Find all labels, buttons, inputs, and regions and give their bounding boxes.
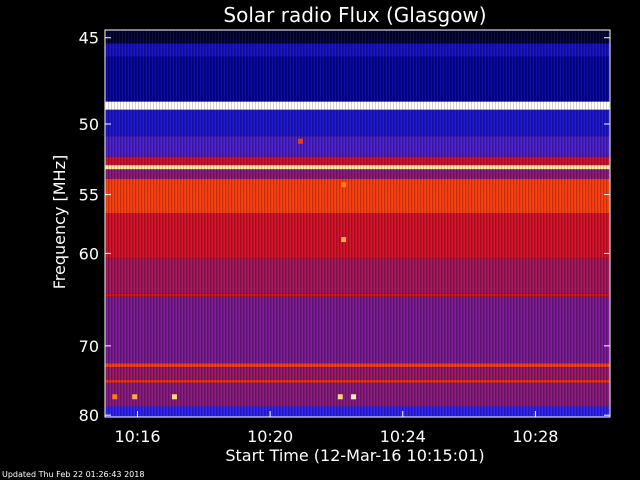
- y-tick-label: 55: [79, 186, 99, 205]
- y-axis-label: Frequency [MHz]: [50, 155, 69, 289]
- spectrogram-plot-area: [105, 30, 610, 417]
- y-axis-unit-bracket-open: [: [50, 195, 69, 201]
- y-axis-unit: MHz: [50, 161, 69, 195]
- burst-spot: [351, 394, 357, 400]
- burst-spots: [112, 138, 357, 400]
- time-variation-texture: [105, 30, 610, 417]
- x-tick-label: 10:24: [380, 427, 426, 446]
- burst-spot: [112, 394, 118, 400]
- x-axis-title: Start Time (12-Mar-16 10:15:01): [225, 446, 484, 465]
- y-axis: 45 50 55 60 70 80: [79, 29, 610, 425]
- y-tick-label: 45: [79, 29, 99, 48]
- x-tick-label: 10:16: [114, 427, 160, 446]
- y-tick-label: 50: [79, 115, 99, 134]
- x-tick-label: 10:28: [512, 427, 558, 446]
- chart-title: Solar radio Flux (Glasgow): [223, 3, 486, 27]
- x-tick-label: 10:20: [247, 427, 293, 446]
- y-axis-unit-bracket-close: ]: [50, 155, 69, 161]
- y-tick-label: 60: [79, 244, 99, 263]
- burst-spot: [341, 237, 347, 243]
- y-tick-label: 70: [79, 337, 99, 356]
- y-tick-label: 80: [79, 406, 99, 425]
- x-axis: 10:16 10:20 10:24 10:28: [114, 411, 558, 446]
- burst-spot: [337, 394, 343, 400]
- burst-spot: [132, 394, 138, 400]
- burst-spot: [171, 394, 177, 400]
- burst-spot: [341, 182, 347, 188]
- footer-updated: Updated Thu Feb 22 01:26:43 2018: [2, 470, 144, 479]
- y-axis-title: Frequency [MHz]: [50, 155, 69, 289]
- y-axis-label-text: Frequency: [50, 201, 69, 289]
- burst-spot: [297, 138, 303, 144]
- plot-frame: [104, 29, 611, 418]
